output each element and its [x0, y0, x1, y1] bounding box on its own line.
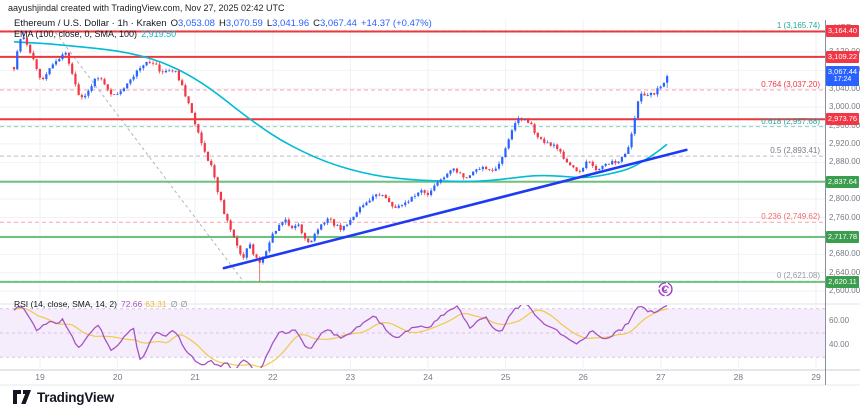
price-scale-currency: USD — [834, 22, 852, 32]
tradingview-logo-icon — [13, 390, 31, 404]
low-label: L — [266, 18, 273, 29]
ema-label: EMA (100, close, 0, SMA, 100) — [14, 29, 138, 39]
rsi-band — [0, 308, 825, 358]
ema-legend[interactable]: EMA (100, close, 0, SMA, 100) 2,919.50 — [14, 29, 176, 39]
trendline[interactable] — [222, 148, 688, 270]
rsi-hidden-values: ∅ ∅ — [170, 299, 188, 309]
tradingview-logo-text: TradingView — [37, 389, 115, 405]
change-value: +14.37 (+0.47%) — [360, 18, 432, 29]
open-value: 3,053.08 — [177, 18, 215, 29]
rsi-legend[interactable]: RSI (14, close, SMA, 14, 2) 72.66 63.31 ∅ ∅ — [14, 299, 188, 310]
sticker-swirl-icon[interactable] — [658, 282, 673, 297]
attribution-text: aayushjindal created with TradingView.co… — [8, 3, 285, 13]
high-value: 3,070.59 — [225, 18, 263, 29]
open-label: O — [170, 18, 178, 29]
symbol-title: Ethereum / U.S. Dollar · 1h · Kraken — [14, 18, 167, 29]
candles[interactable] — [12, 30, 669, 282]
rsi-ma-value: 63.31 — [145, 299, 167, 309]
rsi-plot[interactable] — [13, 304, 668, 373]
ema-line[interactable] — [13, 41, 668, 183]
close-value: 3,067.44 — [319, 18, 357, 29]
ema-value: 2,919.50 — [141, 29, 177, 39]
close-label: C — [313, 18, 320, 29]
rsi-label: RSI (14, close, SMA, 14, 2) — [14, 299, 117, 309]
rsi-value: 72.66 — [120, 299, 143, 309]
fib-baseline[interactable] — [55, 32, 244, 282]
tradingview-logo[interactable]: TradingView — [12, 389, 114, 405]
rsi-line — [13, 305, 668, 368]
symbol-legend[interactable]: Ethereum / U.S. Dollar · 1h · Kraken O3,0… — [14, 18, 432, 29]
low-value: 3,041.96 — [272, 18, 310, 29]
high-label: H — [218, 18, 226, 29]
